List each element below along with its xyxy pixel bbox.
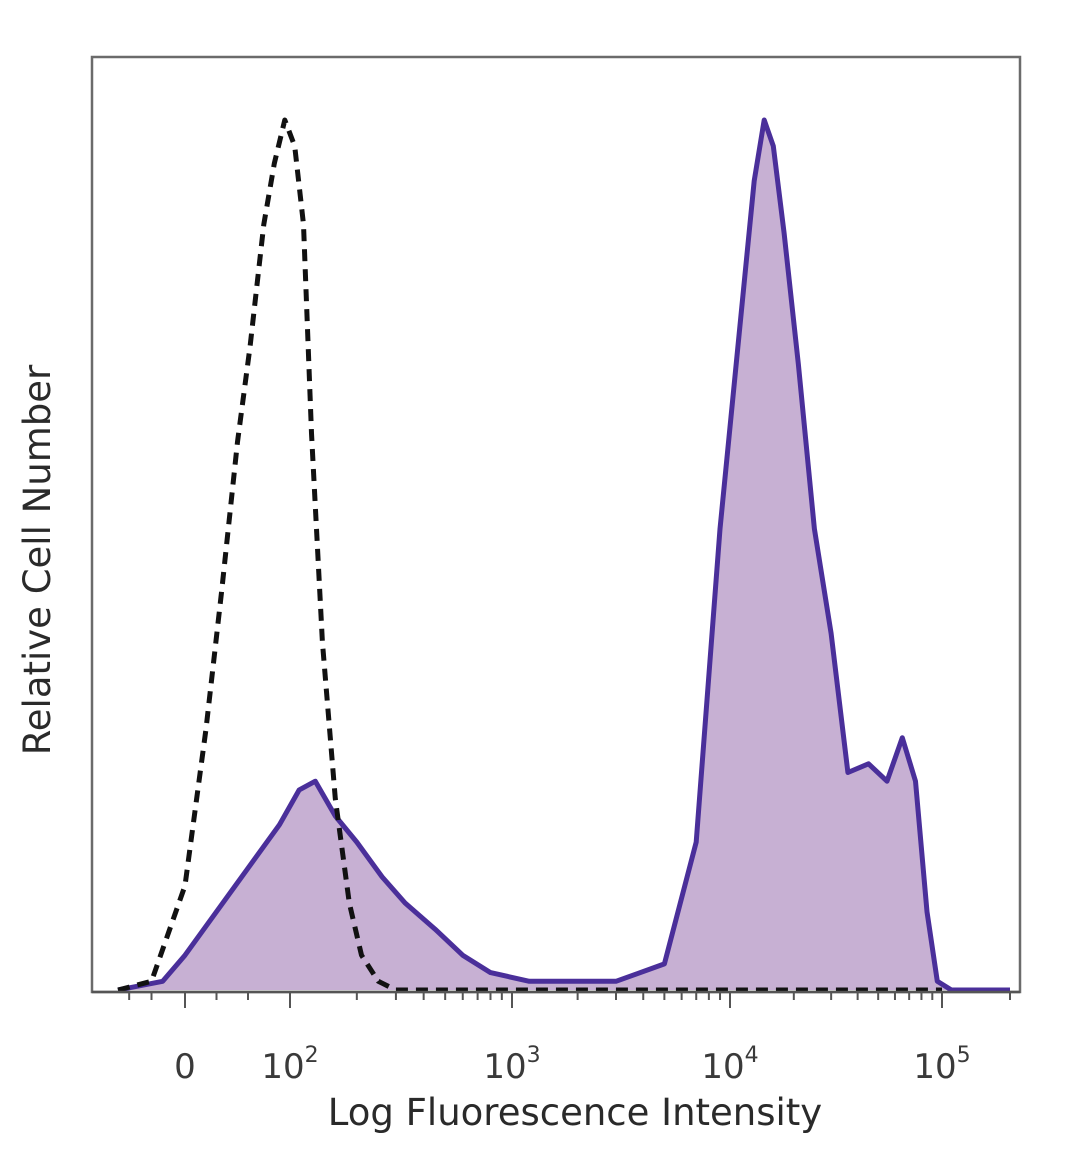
x-axis-title: Log Fluorescence Intensity xyxy=(328,1091,822,1134)
x-tick-label: 102 xyxy=(261,1043,318,1087)
y-axis-title: Relative Cell Number xyxy=(16,364,59,755)
x-tick-label: 105 xyxy=(913,1043,970,1087)
x-tick-layer: 0 102 103 104 105 xyxy=(128,992,1011,1087)
x-tick-label: 103 xyxy=(483,1043,540,1087)
x-tick-label: 104 xyxy=(701,1043,758,1087)
series-layer xyxy=(117,117,1010,993)
isotype-control-dashed-line xyxy=(117,117,942,993)
stained-histogram-fill xyxy=(118,120,1010,990)
x-tick-label: 0 xyxy=(174,1047,196,1087)
stained-histogram-line xyxy=(117,117,1010,993)
